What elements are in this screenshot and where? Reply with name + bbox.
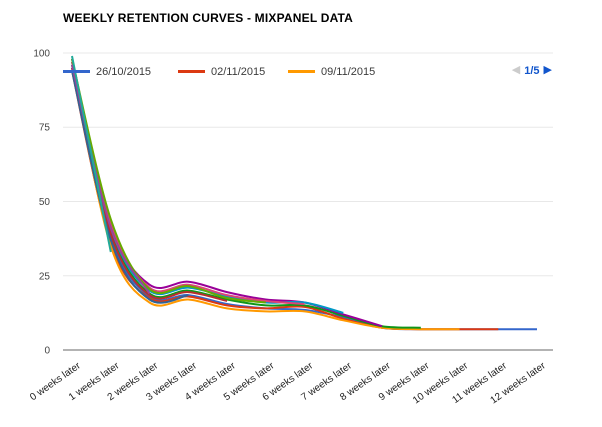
series-line-3 <box>71 64 460 331</box>
legend-page-indicator: 1/5 <box>524 64 540 77</box>
legend-item-2[interactable]: 02/11/2015 <box>178 64 265 79</box>
y-axis-label: 25 <box>39 271 51 282</box>
series-line-11 <box>71 64 151 295</box>
series-line-2 <box>71 70 499 331</box>
legend-label-3: 09/11/2015 <box>321 65 376 78</box>
legend-label-2: 02/11/2015 <box>211 65 266 78</box>
y-axis-label: 100 <box>33 49 50 60</box>
legend-pagination: ◀ 1/5 ▶ <box>490 62 552 79</box>
legend-label-1: 26/10/2015 <box>96 65 152 78</box>
legend-item-1[interactable]: 26/10/2015 <box>63 64 151 79</box>
legend-item-3[interactable]: 09/11/2015 <box>288 64 375 79</box>
y-axis-label: 0 <box>44 346 50 357</box>
legend-swatch-line-2 <box>178 70 205 73</box>
y-axis-label: 50 <box>39 197 51 208</box>
y-axis-label: 75 <box>39 123 51 134</box>
series-line-7 <box>71 61 305 305</box>
legend-next-page-icon[interactable]: ▶ <box>543 64 552 76</box>
legend-prev-page-icon[interactable]: ◀ <box>511 64 521 76</box>
series-line-12 <box>71 55 112 253</box>
legend-swatch-line-1 <box>63 70 90 73</box>
series-line-10 <box>71 70 189 304</box>
series-line-4 <box>71 61 421 329</box>
series-line-1 <box>71 67 537 331</box>
series-line-5 <box>71 58 383 328</box>
legend-swatch-line-3 <box>288 70 315 73</box>
chart-title: WEEKLY RETENTION CURVES - MIXPANEL DATA <box>63 11 354 25</box>
series-line-8 <box>71 58 266 304</box>
